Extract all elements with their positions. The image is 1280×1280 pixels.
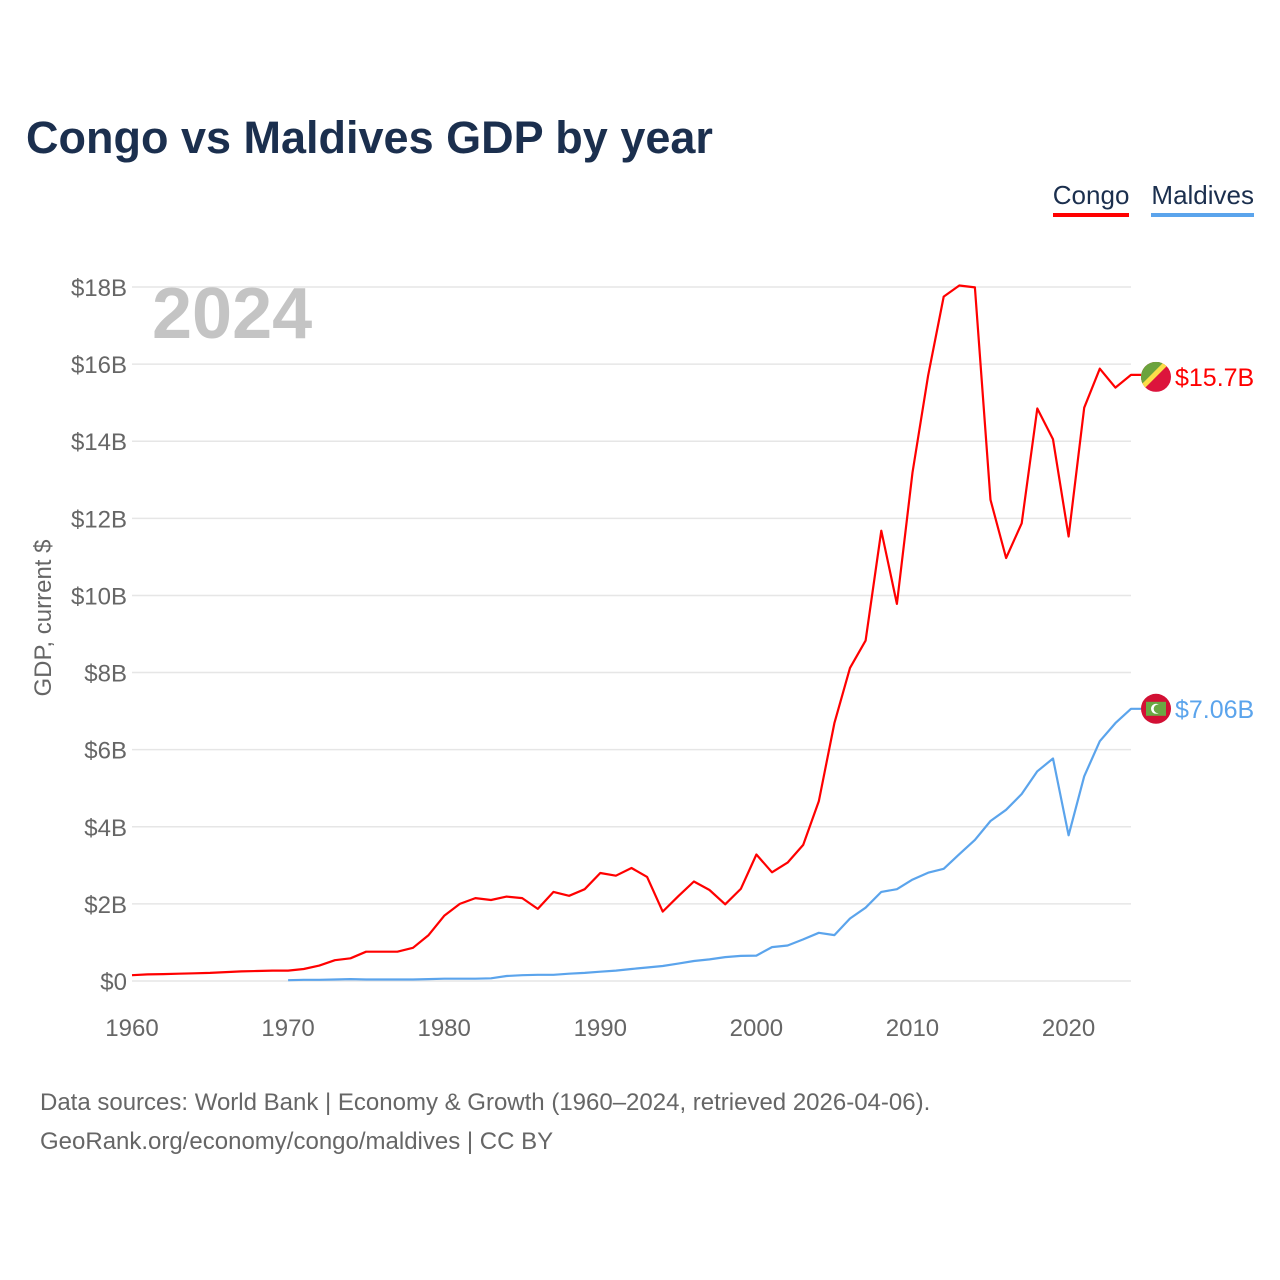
y-tick-label: $2B — [84, 892, 127, 919]
x-tick-label: 1980 — [417, 1015, 470, 1042]
chart-title: Congo vs Maldives GDP by year — [26, 112, 713, 163]
footer-sources: Data sources: World Bank | Economy & Gro… — [40, 1089, 931, 1116]
x-tick-label: 2020 — [1042, 1015, 1095, 1042]
x-tick-label: 1990 — [574, 1015, 627, 1042]
footer-link[interactable]: GeoRank.org/economy/congo/maldives | CC … — [40, 1128, 554, 1155]
congo-flag-icon — [1141, 361, 1171, 392]
y-tick-label: $10B — [71, 583, 127, 610]
y-tick-label: $4B — [84, 815, 127, 842]
end-value-label: $7.06B — [1175, 696, 1254, 724]
y-tick-label: $14B — [71, 429, 127, 456]
y-tick-label: $0 — [100, 969, 127, 996]
y-tick-label: $18B — [71, 275, 127, 302]
maldives-flag-icon — [1141, 693, 1171, 724]
series-line-maldives[interactable] — [288, 707, 1142, 982]
y-axis-label: GDP, current $ — [30, 540, 57, 697]
y-tick-label: $12B — [71, 506, 127, 533]
end-value-label: $15.7B — [1175, 364, 1254, 392]
legend-congo[interactable]: Congo — [1052, 180, 1130, 217]
year-watermark: 2024 — [152, 274, 312, 354]
x-tick-label: 1970 — [261, 1015, 314, 1042]
x-tick-label: 2010 — [886, 1015, 939, 1042]
y-tick-label: $6B — [84, 738, 127, 765]
legend: Congo Maldives — [1052, 180, 1254, 217]
x-tick-label: 1960 — [105, 1015, 158, 1042]
x-tick-label: 2000 — [730, 1015, 783, 1042]
legend-maldives[interactable]: Maldives — [1151, 180, 1254, 217]
footer: Data sources: World Bank | Economy & Gro… — [40, 1083, 930, 1161]
y-tick-label: $16B — [71, 352, 127, 379]
y-tick-label: $8B — [84, 661, 127, 688]
series-line-congo[interactable] — [131, 284, 1142, 977]
